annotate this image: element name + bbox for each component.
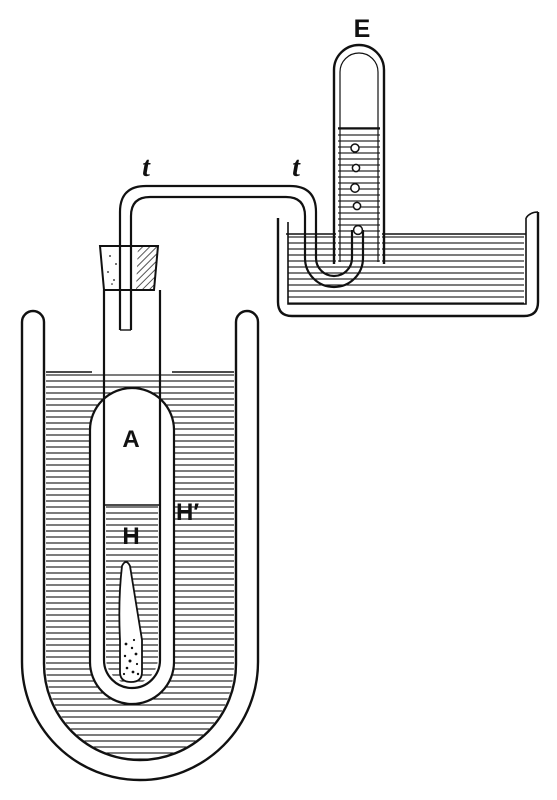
middle-tube [88,290,176,706]
label-h-prime: H′ [176,499,199,526]
eudiometer [332,43,386,264]
stopper [98,245,160,291]
label-a: A [122,426,139,453]
label-e: E [354,15,371,43]
label-h: H [122,523,139,550]
trough [276,211,540,318]
label-t-right: t [292,152,301,183]
label-t-left: t [142,152,151,183]
